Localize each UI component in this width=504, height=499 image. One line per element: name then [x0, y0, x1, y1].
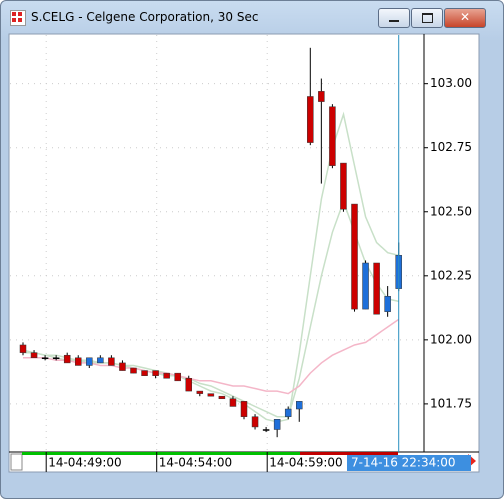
indicator-line — [23, 318, 400, 395]
candle-body — [185, 378, 192, 392]
window-title: S.CELG - Celgene Corporation, 30 Sec — [31, 10, 259, 24]
app-icon — [10, 10, 26, 26]
cursor-label-box — [347, 455, 471, 471]
candle-body — [108, 357, 115, 366]
candle-body — [141, 370, 148, 376]
candle-body — [284, 408, 292, 417]
candle-body — [218, 395, 226, 400]
indicator-line — [23, 199, 399, 418]
y-tick-label: 102.00 — [430, 332, 472, 346]
minimize-button[interactable] — [378, 8, 410, 28]
candle-body — [351, 203, 358, 310]
candle-body — [63, 354, 71, 364]
candle-body — [152, 370, 159, 376]
candle-body — [52, 357, 60, 360]
candle-body — [86, 357, 93, 366]
candle-body — [296, 401, 303, 410]
cursor-label: 7-14-16 22:34:00 — [351, 456, 456, 470]
candle-body — [174, 372, 181, 382]
x-tick-label: 14-04:54:00 — [159, 456, 233, 470]
candle-body — [384, 296, 391, 312]
candle-body — [240, 401, 248, 417]
x-tick-label: 14-04:59:00 — [269, 456, 343, 470]
candle-body — [75, 357, 82, 366]
close-button[interactable]: ✕ — [444, 8, 486, 28]
maximize-button[interactable] — [411, 8, 443, 28]
candle-body — [97, 357, 104, 364]
y-tick-label: 102.75 — [430, 140, 472, 154]
candle-body — [229, 398, 237, 407]
scroll-box[interactable] — [10, 453, 23, 471]
y-tick-label: 101.75 — [430, 396, 472, 410]
candle-body — [41, 357, 49, 360]
candle-body — [329, 106, 336, 166]
candle-body — [307, 96, 314, 143]
candle-body — [273, 419, 281, 430]
candle-body — [130, 367, 137, 374]
chart-panel — [8, 33, 480, 473]
y-tick-label: 102.25 — [430, 268, 472, 282]
candle-body — [251, 416, 259, 428]
candle-body — [19, 344, 27, 353]
candle-body — [318, 91, 325, 102]
indicator-line — [22, 111, 399, 423]
candle-body — [362, 262, 369, 310]
y-tick-label: 102.50 — [430, 204, 472, 218]
title-bar: S.CELG - Celgene Corporation, 30 Sec ✕ — [1, 1, 503, 33]
candle-body — [262, 429, 270, 431]
y-tick-label: 103.00 — [430, 76, 472, 90]
candle-body — [30, 352, 38, 359]
candle-body — [373, 262, 380, 315]
candle-body — [119, 362, 126, 371]
candle-body — [207, 393, 215, 397]
candle-body — [196, 390, 204, 394]
x-tick-label: 14-04:49:00 — [48, 456, 122, 470]
candle-body — [340, 162, 347, 210]
candle-body — [163, 372, 170, 379]
